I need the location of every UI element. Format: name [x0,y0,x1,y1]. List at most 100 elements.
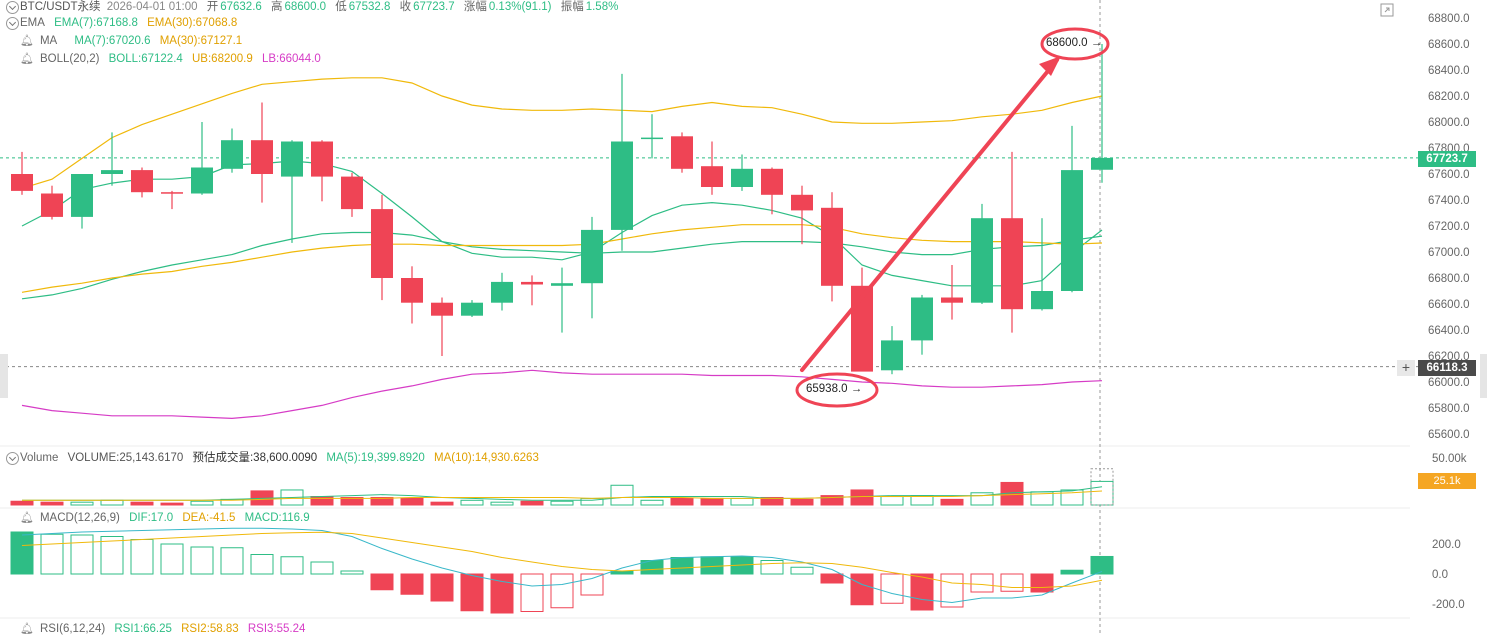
macd-histogram-bar [370,573,394,591]
candle-body [221,140,243,169]
volume-collapse-icon[interactable] [6,452,19,465]
candle-body [791,194,813,211]
high-annotation-label: 68600.0 → [1046,37,1103,49]
left-scroll-handle [0,354,8,398]
volume-ma10: MA(10):14,930.6263 [434,452,539,464]
macd-histogram-bar [880,573,904,604]
boll-ub-line [21,77,1103,189]
candle-body [101,170,123,174]
candle-body [671,136,693,169]
volume-bar [820,495,844,506]
macd-histogram-bar [400,573,424,595]
volume-bar [1060,489,1084,506]
volume-bar [310,496,334,506]
ema7-line [21,160,1103,287]
ma-legend: 🔔︎ MA MA(7):67020.6 MA(30):67127.1 [20,34,248,48]
candle-body [1091,157,1113,170]
macd-histogram-bar [190,546,214,575]
add-plus-button[interactable]: + [1397,360,1415,376]
boll-legend: 🔔︎ BOLL(20,2) BOLL:67122.4 UB:68200.9 LB:… [20,52,327,66]
macd-histogram-bar [1030,573,1054,593]
low-annotation-circle [795,372,879,408]
y-tick-label: 68000.0 [1428,117,1470,129]
volume-bar [430,501,454,506]
volume-y-tick: 50.00k [1432,453,1467,465]
ma-name: MA [39,35,58,47]
low-value: 67532.8 [348,1,391,13]
macd-histogram-bar [430,573,454,602]
current-price-tag: 67723.7 [1418,151,1476,167]
volume-bar [610,484,634,506]
candle-body [941,297,963,303]
volume-ma5: MA(5):19,399.8920 [326,452,425,464]
macd-dea-line [21,531,1103,588]
candle-body [581,229,603,284]
candle-body [281,141,303,177]
change-label: 涨幅 [463,1,487,13]
candle-body [71,174,93,217]
boll-lb-line [21,369,1103,420]
rsi2-value: RSI2:58.83 [181,623,239,635]
collapse-chevron-icon[interactable] [6,1,19,14]
macd-histogram-bar [10,531,34,575]
volume-bar [760,496,784,506]
candle-body [761,168,783,195]
candle-body [971,218,993,303]
crosshair-price-tag: 66118.3 [1418,360,1476,376]
candle-body [551,283,573,286]
macd-histogram-bar [550,573,574,609]
candle-body [311,141,333,177]
ema7-value: EMA(7):67168.8 [54,17,138,29]
candle-body [41,193,63,217]
ema-collapse-icon[interactable] [6,17,19,30]
macd-histogram-bar [340,570,364,575]
volume-bar [670,497,694,506]
bell-icon[interactable]: 🔔︎ [20,512,34,524]
volume-bar [130,501,154,506]
bell-icon[interactable]: 🔔︎ [20,623,34,635]
macd-histogram-bar [580,573,604,596]
macd-histogram-bar [310,561,334,575]
ema-legend: EMA EMA(7):67168.8 EMA(30):67068.8 [6,16,243,30]
candle-body [1031,291,1053,310]
volume-bar [190,500,214,506]
volume-bar [400,497,424,506]
volume-bar [1090,480,1114,506]
candle-body [1001,218,1023,310]
bell-icon[interactable]: 🔔︎ [20,53,34,65]
y-tick-label: 67200.0 [1428,221,1470,233]
volume-est: 预估成交量:38,600.0090 [192,452,318,464]
dif-value: DIF:17.0 [129,512,174,524]
bell-icon[interactable]: 🔔︎ [20,35,34,47]
y-tick-label: 67400.0 [1428,195,1470,207]
estimated-volume-bar [1090,468,1114,506]
macd-y-tick: -200.0 [1432,599,1465,611]
ma30-value: MA(30):67127.1 [159,35,243,47]
fullscreen-icon[interactable] [1380,3,1394,17]
candle-body [701,166,723,187]
high-value: 68600.0 [284,1,327,13]
volume-bar [520,500,544,506]
macd-histogram-bar [130,539,154,575]
change-value: 0.13%(91.1) [488,1,552,13]
trend-arrow-line [800,58,1059,373]
macd-histogram-bar [850,573,874,606]
macd-histogram-bar [70,534,94,575]
boll-mid-line [21,231,1103,300]
candle-body [911,297,933,341]
candle-body [131,170,153,193]
trend-arrow-head [1039,56,1061,76]
y-tick-label: 66600.0 [1428,299,1470,311]
macd-histogram-bar [40,533,64,575]
y-tick-label: 67000.0 [1428,247,1470,259]
y-tick-label: 68400.0 [1428,65,1470,77]
y-tick-label: 66000.0 [1428,377,1470,389]
right-scroll-handle [1480,354,1487,398]
macd-histogram-bar [970,573,994,593]
boll-value: BOLL:67122.4 [108,53,183,65]
low-annotation-label: 65938.0 → [806,383,863,395]
macd-name: MACD(12,26,9) [39,512,120,524]
close-value: 67723.7 [413,1,455,13]
candle-body [1061,170,1083,291]
